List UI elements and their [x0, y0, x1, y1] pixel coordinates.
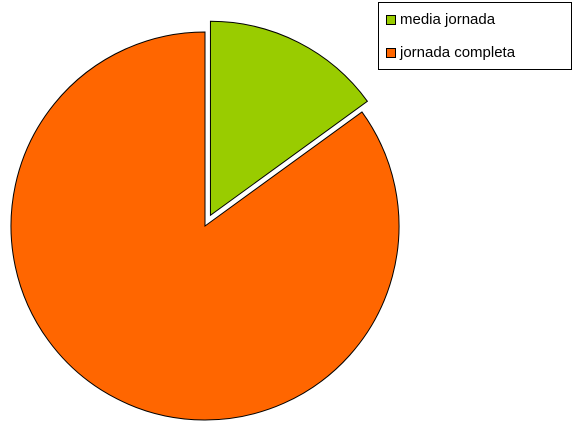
legend: media jornada jornada completa [378, 2, 572, 70]
legend-label-media-jornada: media jornada [400, 11, 496, 28]
pie-slices [10, 20, 400, 421]
pie-slice-jornada-completa [10, 31, 400, 421]
legend-swatch-jornada-completa [386, 48, 396, 58]
pie-slice-media-jornada [209, 20, 369, 217]
legend-item-jornada-completa: jornada completa [386, 43, 515, 63]
legend-label-jornada-completa: jornada completa [400, 44, 516, 61]
legend-item-media-jornada: media jornada [386, 10, 495, 30]
legend-swatch-media-jornada [386, 15, 396, 25]
